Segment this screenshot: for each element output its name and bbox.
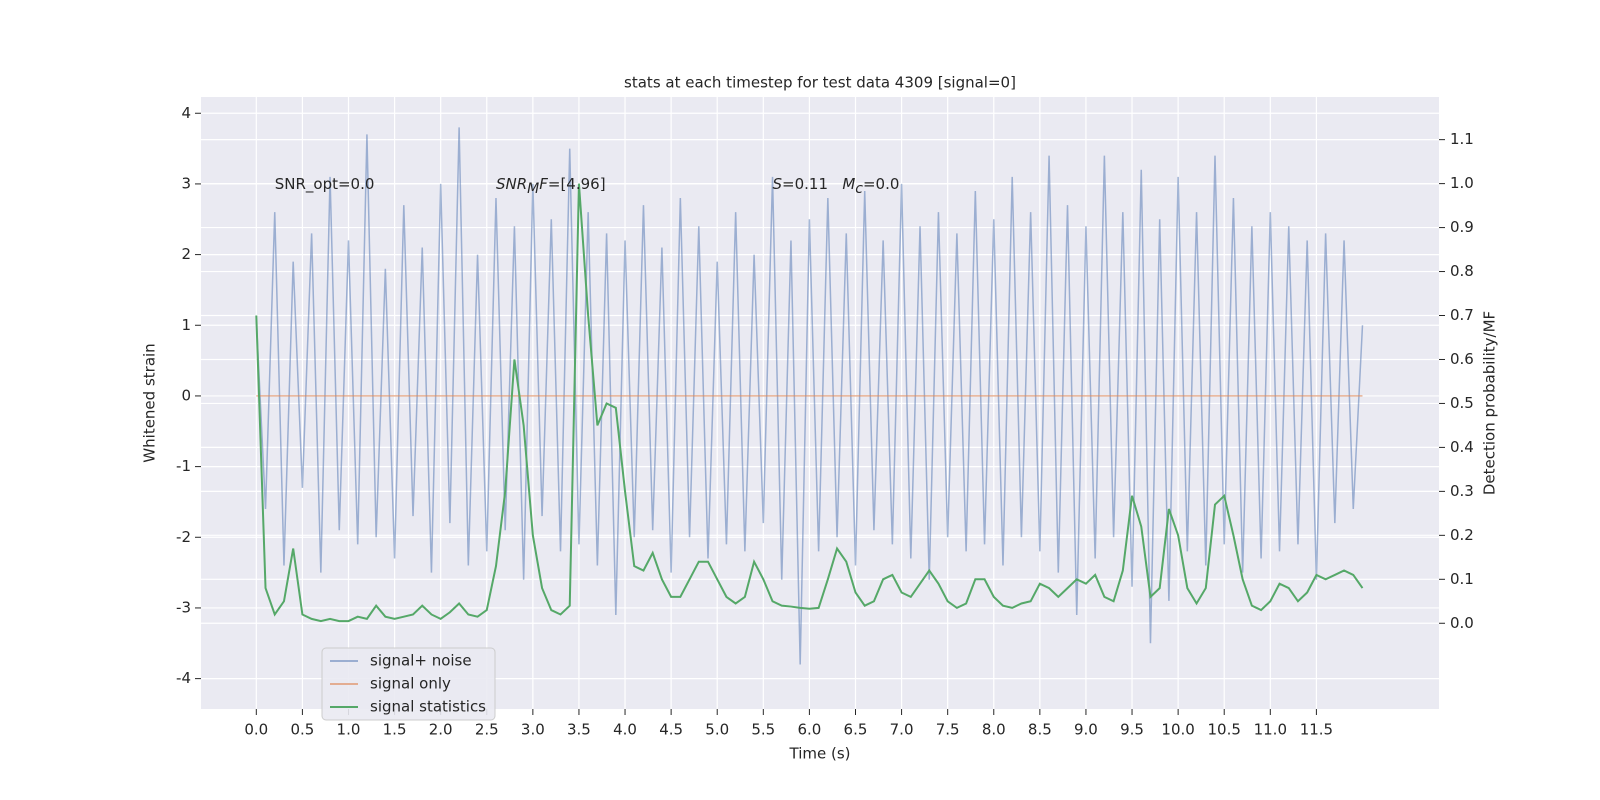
series-line <box>255 183 1364 623</box>
y2-tick-label: 1.0 <box>1450 174 1474 192</box>
annotation: SNRMF=[4.96] <box>496 174 606 197</box>
x-tick-label: 11.0 <box>1254 721 1287 739</box>
annotation-part: c <box>855 181 863 197</box>
chart-title: stats at each timestep for test data 430… <box>624 74 1016 92</box>
y-tick-label: -1 <box>176 457 191 475</box>
x-tick-label: 6.0 <box>797 721 821 739</box>
y2-axis-label: Detection probability/MF <box>1481 311 1499 495</box>
annotation-part: M <box>842 174 855 192</box>
annotation-part: S <box>773 174 783 192</box>
y2-tick-label: 0.5 <box>1450 394 1474 412</box>
y2-tick-label: 0.1 <box>1450 570 1474 588</box>
x-tick-label: 3.5 <box>567 721 591 739</box>
x-tick-label: 0.5 <box>290 721 314 739</box>
y2-tick-label: 0.8 <box>1450 262 1474 280</box>
legend-label: signal only <box>370 675 451 693</box>
annotation: S=0.11 Mc=0.0 <box>773 174 900 197</box>
x-tick-label: 9.0 <box>1074 721 1098 739</box>
x-tick-label: 9.5 <box>1120 721 1144 739</box>
x-tick-label: 7.5 <box>936 721 960 739</box>
x-tick-label: 8.5 <box>1028 721 1052 739</box>
y-tick-label: 2 <box>181 245 191 263</box>
x-tick-label: 8.0 <box>982 721 1006 739</box>
legend-label: signal+ noise <box>370 652 472 670</box>
x-tick-label: 0.0 <box>244 721 268 739</box>
y-tick-label: 0 <box>181 386 191 404</box>
x-tick-label: 5.5 <box>751 721 775 739</box>
x-tick-label: 1.5 <box>383 721 407 739</box>
annotation-part: M <box>527 181 539 197</box>
x-tick-label: 6.5 <box>844 721 868 739</box>
x-tick-label: 5.0 <box>705 721 729 739</box>
legend-label: signal statistics <box>370 698 486 716</box>
y2-tick-label: 0.9 <box>1450 218 1474 236</box>
x-tick-label: 10.0 <box>1161 721 1194 739</box>
x-axis-label: Time (s) <box>789 745 851 763</box>
y-tick-label: -2 <box>176 528 191 546</box>
series-line <box>255 127 1364 665</box>
annotation-part: F <box>539 174 548 192</box>
y2-tick-label: 0.0 <box>1450 614 1474 632</box>
y-tick-label: 1 <box>181 316 191 334</box>
legend-box <box>321 647 496 721</box>
y2-tick-label: 0.4 <box>1450 438 1474 456</box>
x-tick-label: 11.5 <box>1300 721 1333 739</box>
y2-tick-label: 0.7 <box>1450 306 1474 324</box>
y2-tick-label: 1.1 <box>1450 130 1474 148</box>
x-tick-label: 3.0 <box>521 721 545 739</box>
y-tick-label: 4 <box>181 104 191 122</box>
y2-tick-label: 0.6 <box>1450 350 1474 368</box>
annotation-part: =0.0 <box>863 174 899 192</box>
y-tick-label: 3 <box>181 174 191 192</box>
x-tick-label: 2.5 <box>475 721 499 739</box>
annotation-part: =[4.96] <box>548 174 606 192</box>
annotation-part: =0.11 <box>782 174 842 192</box>
y2-tick-label: 0.3 <box>1450 482 1474 500</box>
x-tick-label: 7.0 <box>890 721 914 739</box>
annotation-part: SNR_opt=0.0 <box>275 174 375 193</box>
x-tick-label: 1.0 <box>337 721 361 739</box>
y-tick-label: -3 <box>176 598 191 616</box>
x-tick-label: 10.5 <box>1208 721 1241 739</box>
x-tick-label: 4.0 <box>613 721 637 739</box>
annotation: SNR_opt=0.0 <box>275 174 375 193</box>
y-tick-label: -4 <box>176 669 191 687</box>
annotation-part: SNR <box>496 174 527 192</box>
y2-tick-label: 0.2 <box>1450 526 1474 544</box>
x-tick-label: 4.5 <box>659 721 683 739</box>
x-tick-label: 2.0 <box>429 721 453 739</box>
y-axis-label: Whitened strain <box>141 343 159 462</box>
